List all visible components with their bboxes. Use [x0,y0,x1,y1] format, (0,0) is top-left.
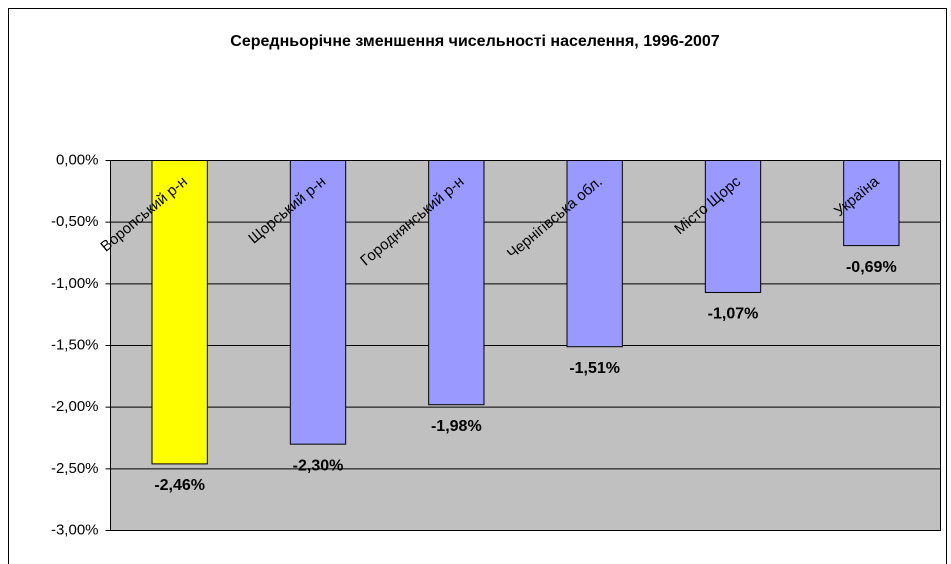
chart-title: Середньорічне зменшення чисельності насе… [230,33,720,50]
value-label: -0,69% [846,259,897,276]
y-tick-label: 0,00% [56,151,99,168]
bar [566,160,623,348]
bar [843,160,900,247]
value-label: -1,51% [569,360,620,377]
y-tick-label: -1,00% [51,275,99,292]
bar [704,160,762,293]
y-tick-label: -1,50% [51,336,99,353]
value-label: -2,30% [293,457,344,474]
value-label: -1,98% [431,418,482,435]
y-tick-label: -0,50% [51,213,99,230]
y-tick-label: -2,50% [51,460,99,477]
y-tick-label: -3,00% [51,521,99,538]
value-label: -2,46% [154,477,205,494]
bar [289,160,347,445]
y-tick-label: -2,00% [51,398,99,415]
value-label: -1,07% [708,306,759,323]
bar [428,160,485,406]
bar [151,160,208,465]
